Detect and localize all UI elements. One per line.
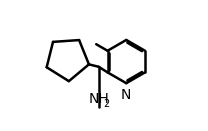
Text: 2: 2 [103, 99, 109, 109]
Text: N: N [121, 88, 131, 102]
Text: NH: NH [89, 92, 110, 106]
